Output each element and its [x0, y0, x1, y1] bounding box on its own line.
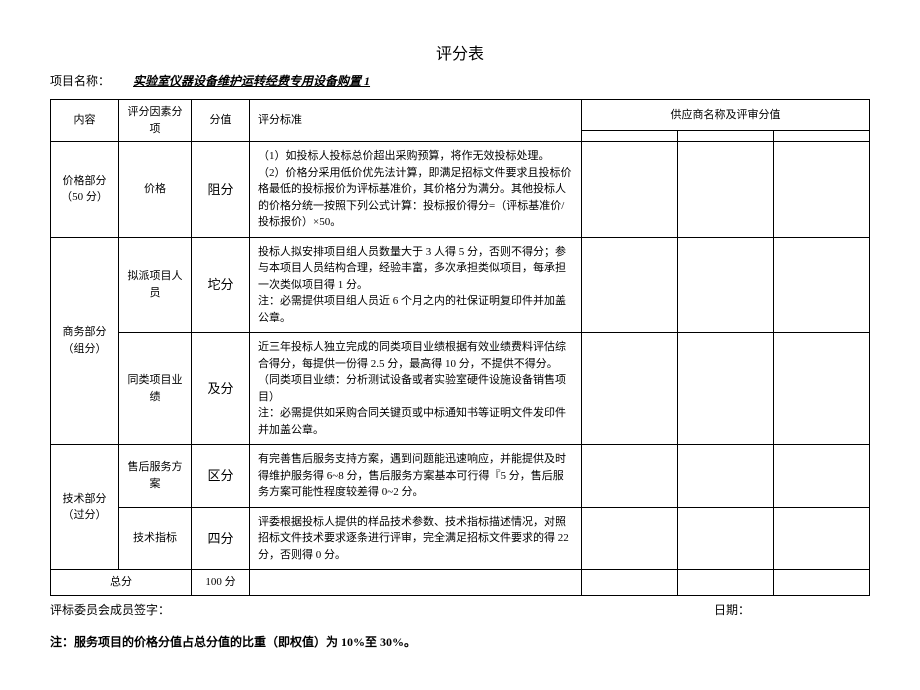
supplier-col-1	[582, 131, 678, 142]
project-label: 项目名称：	[50, 74, 110, 88]
cell-score: 坨分	[192, 237, 250, 333]
cell-criteria: 近三年投标人独立完成的同类项目业绩根据有效业绩费料评估综合得分，每提供一份得 2…	[250, 333, 582, 445]
table-row: 同类项目业绩 及分 近三年投标人独立完成的同类项目业绩根据有效业绩费料评估综合得…	[51, 333, 870, 445]
cell-supplier	[582, 142, 678, 238]
cell-supplier	[774, 333, 870, 445]
cell-score: 四分	[192, 507, 250, 570]
cell-content: 技术部分（过分）	[51, 445, 119, 570]
header-score: 分值	[192, 100, 250, 142]
cell-supplier	[774, 142, 870, 238]
cell-factor: 售后服务方案	[119, 445, 192, 508]
footnote: 注：服务项目的价格分值占总分值的比重（即权值）为 10%至 30%。	[50, 633, 870, 650]
cell-supplier	[774, 570, 870, 596]
header-factor: 评分因素分项	[119, 100, 192, 142]
cell-factor: 拟派项目人员	[119, 237, 192, 333]
total-criteria	[250, 570, 582, 596]
signature-row: 评标委员会成员签字： 日期：	[50, 601, 870, 618]
project-name: 实验室仪器设备维护运转经费专用设备购置 1	[113, 74, 370, 88]
cell-supplier	[582, 507, 678, 570]
total-label: 总分	[51, 570, 192, 596]
signature-label: 评标委员会成员签字：	[50, 601, 170, 618]
cell-supplier	[678, 237, 774, 333]
cell-supplier	[582, 445, 678, 508]
total-row: 总分 100 分	[51, 570, 870, 596]
cell-criteria: 投标人拟安排项目组人员数量大于 3 人得 5 分，否则不得分；参与本项目人员结构…	[250, 237, 582, 333]
cell-score: 区分	[192, 445, 250, 508]
table-row: 技术部分（过分） 售后服务方案 区分 有完善售后服务支持方案，遇到问题能迅速响应…	[51, 445, 870, 508]
table-row: 技术指标 四分 评委根据投标人提供的样品技术参数、技术指标描述情况，对照招标文件…	[51, 507, 870, 570]
cell-content: 商务部分（组分）	[51, 237, 119, 445]
table-row: 商务部分（组分） 拟派项目人员 坨分 投标人拟安排项目组人员数量大于 3 人得 …	[51, 237, 870, 333]
cell-supplier	[774, 507, 870, 570]
project-line: 项目名称： 实验室仪器设备维护运转经费专用设备购置 1	[50, 72, 870, 89]
cell-supplier	[678, 507, 774, 570]
cell-factor: 价格	[119, 142, 192, 238]
supplier-col-2	[678, 131, 774, 142]
cell-criteria: 有完善售后服务支持方案，遇到问题能迅速响应，并能提供及时得维护服务得 6~8 分…	[250, 445, 582, 508]
page-title: 评分表	[50, 40, 870, 64]
cell-supplier	[774, 237, 870, 333]
date-label: 日期：	[714, 601, 870, 618]
cell-supplier	[678, 445, 774, 508]
cell-supplier	[678, 570, 774, 596]
supplier-col-3	[774, 131, 870, 142]
cell-supplier	[774, 445, 870, 508]
cell-criteria: （1）如投标人投标总价超出采购预算，将作无效投标处理。（2）价格分采用低价优先法…	[250, 142, 582, 238]
header-criteria: 评分标准	[250, 100, 582, 142]
score-table: 内容 评分因素分项 分值 评分标准 供应商名称及评审分值 价格部分（50 分） …	[50, 99, 870, 596]
header-supplier: 供应商名称及评审分值	[582, 100, 870, 131]
table-row: 价格部分（50 分） 价格 阻分 （1）如投标人投标总价超出采购预算，将作无效投…	[51, 142, 870, 238]
header-content: 内容	[51, 100, 119, 142]
cell-factor: 同类项目业绩	[119, 333, 192, 445]
cell-criteria: 评委根据投标人提供的样品技术参数、技术指标描述情况，对照招标文件技术要求逐条进行…	[250, 507, 582, 570]
cell-supplier	[678, 333, 774, 445]
cell-factor: 技术指标	[119, 507, 192, 570]
cell-score: 及分	[192, 333, 250, 445]
cell-supplier	[582, 570, 678, 596]
total-score: 100 分	[192, 570, 250, 596]
cell-supplier	[582, 237, 678, 333]
cell-supplier	[678, 142, 774, 238]
cell-supplier	[582, 333, 678, 445]
cell-content: 价格部分（50 分）	[51, 142, 119, 238]
cell-score: 阻分	[192, 142, 250, 238]
